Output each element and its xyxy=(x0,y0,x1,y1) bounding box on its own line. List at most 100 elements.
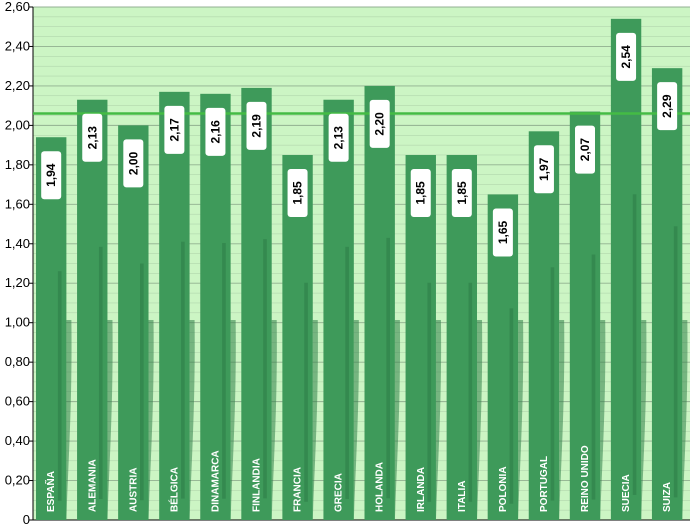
value-label: 2,29 xyxy=(657,82,678,131)
value-label-box xyxy=(451,168,472,217)
value-label-text: 1,85 xyxy=(291,181,305,205)
bar-body xyxy=(241,87,272,521)
bar-body xyxy=(159,91,190,520)
bar-wave xyxy=(518,320,524,520)
value-label-text: 2,07 xyxy=(578,138,592,162)
value-label-box xyxy=(369,99,390,148)
bar-wave xyxy=(312,320,318,520)
category-label: GRECIA xyxy=(334,473,345,512)
value-label-text: 2,16 xyxy=(208,120,222,144)
y-tick-label: 2,60 xyxy=(5,0,30,14)
value-label: 2,13 xyxy=(82,113,103,162)
category-label: PORTUGAL xyxy=(539,456,550,512)
value-label-text: 2,00 xyxy=(126,151,140,175)
y-tick-label: 2,20 xyxy=(5,78,30,93)
category-label: REINO UNIDO xyxy=(580,445,591,512)
y-tick-label: 1,60 xyxy=(5,196,30,211)
bar-shading xyxy=(345,246,349,499)
value-label: 2,00 xyxy=(123,139,144,188)
bar xyxy=(610,18,647,520)
value-label: 2,07 xyxy=(575,125,596,174)
bar-shading xyxy=(140,263,144,501)
y-tick-label: 0,80 xyxy=(5,354,30,369)
value-label-text: 2,20 xyxy=(373,112,387,136)
value-label-text: 2,19 xyxy=(250,114,264,138)
category-label: HOLANDA xyxy=(375,462,386,512)
bar-shading xyxy=(57,271,62,501)
value-label-box xyxy=(164,105,185,154)
bar-body xyxy=(364,85,395,520)
value-label: 1,65 xyxy=(492,208,513,257)
y-tick-label: 1,80 xyxy=(5,157,30,172)
bar-wave xyxy=(682,320,688,520)
bar xyxy=(77,99,113,520)
value-label-box xyxy=(657,82,678,131)
bar-wave xyxy=(435,320,442,520)
value-label-text: 2,54 xyxy=(619,45,633,69)
bar-wave xyxy=(353,320,359,520)
bar-shading xyxy=(304,282,308,502)
y-tick-label: 0,60 xyxy=(5,394,30,409)
category-label: SUECIA xyxy=(621,474,632,512)
value-label-text: 1,97 xyxy=(537,157,551,181)
bar-shading xyxy=(632,194,637,495)
y-tick-label: 0,20 xyxy=(5,473,30,488)
bar xyxy=(36,137,72,520)
bar xyxy=(528,131,565,521)
category-label: ALEMANIA xyxy=(87,459,98,512)
value-label: 1,85 xyxy=(410,168,431,217)
bar xyxy=(118,125,154,520)
bar xyxy=(241,87,277,521)
y-axis: 0 0,20 0,40 0,60 0,80 1,00 1,20 1,40 1,60 1,80 2,0… xyxy=(5,0,690,527)
bar-wave xyxy=(66,320,72,520)
bar-wave xyxy=(477,320,483,520)
y-tick-label: 1,40 xyxy=(5,236,30,251)
value-label-box xyxy=(123,139,144,188)
category-label: IRLANDA xyxy=(416,467,427,512)
value-labels: 1,94 2,13 2,00 2,17 2,16 2,19 1,85 2,13 2,20 1,85… xyxy=(41,32,678,257)
value-label: 2,16 xyxy=(205,107,226,156)
value-label-box xyxy=(328,113,349,162)
bar xyxy=(159,91,195,520)
value-label-box xyxy=(82,113,103,162)
category-label: ESPAÑA xyxy=(44,471,57,512)
bar-wave xyxy=(148,320,154,520)
value-label-text: 1,94 xyxy=(44,163,58,187)
value-label-text: 1,85 xyxy=(455,181,469,205)
category-label: AUSTRIA xyxy=(128,468,139,512)
value-label-text: 1,65 xyxy=(496,220,510,244)
bar-wave xyxy=(600,320,606,520)
bar-body xyxy=(651,68,683,521)
value-label-text: 1,85 xyxy=(414,181,428,205)
y-tick-label: 0,40 xyxy=(5,433,30,448)
bar-shading xyxy=(386,237,391,499)
bar-wave xyxy=(559,320,565,520)
bar-shading xyxy=(98,246,103,499)
value-label-text: 2,13 xyxy=(85,126,99,150)
value-label-box xyxy=(575,125,596,174)
bar-shading xyxy=(181,241,185,499)
value-label-box xyxy=(533,145,554,194)
bar-body xyxy=(610,18,642,520)
bar-shading xyxy=(468,282,473,502)
bar xyxy=(487,194,524,520)
y-tick-label: 1,00 xyxy=(5,315,30,330)
category-label: FRANCIA xyxy=(293,467,304,512)
value-label: 2,17 xyxy=(164,105,185,154)
bar-shading xyxy=(673,226,678,498)
value-label-box xyxy=(410,168,431,217)
value-label: 2,20 xyxy=(369,99,390,148)
bar-wave xyxy=(189,320,195,520)
value-label-text: 2,29 xyxy=(660,94,674,118)
bar xyxy=(364,85,401,520)
value-label: 2,19 xyxy=(246,101,267,150)
value-label-box xyxy=(41,151,62,200)
value-label-box xyxy=(492,208,513,257)
bar-body xyxy=(323,99,354,520)
value-label-box xyxy=(205,107,226,156)
bar-body xyxy=(77,99,108,520)
bar xyxy=(200,93,236,521)
category-label: DINAMARCA xyxy=(210,450,221,512)
value-label: 2,13 xyxy=(328,113,349,162)
category-label: FINLANDIA xyxy=(252,458,263,512)
